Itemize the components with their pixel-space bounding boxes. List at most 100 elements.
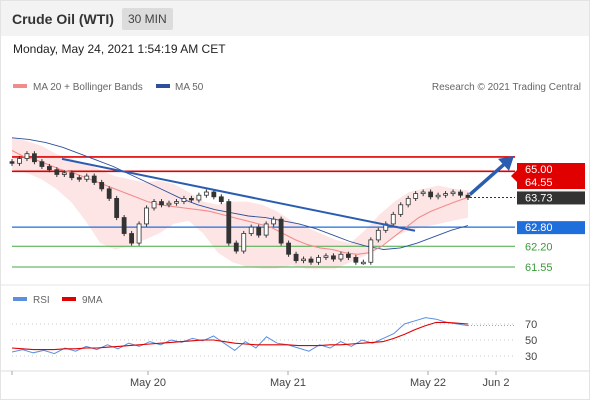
candle-body	[121, 217, 127, 234]
candle-body	[76, 177, 82, 180]
candle-body	[32, 153, 37, 163]
ma50-line	[11, 137, 469, 250]
candle-body	[54, 169, 60, 175]
candle-body	[405, 198, 411, 206]
candle-body	[353, 257, 359, 263]
candle-body	[278, 218, 284, 244]
level-label-64.55: 64.55	[525, 177, 553, 189]
candle-body	[61, 172, 67, 175]
candle-body	[360, 261, 366, 265]
candle-body	[159, 201, 164, 206]
downtrend-line	[61, 157, 416, 232]
candle-body	[46, 166, 52, 171]
candle-body	[271, 218, 277, 225]
candle-body	[226, 201, 232, 244]
ma20-legend-label: MA 20 + Bollinger Bands	[33, 82, 143, 93]
candle-body	[39, 161, 45, 167]
candle-body	[166, 202, 172, 206]
candle-body	[390, 213, 396, 225]
resistance-pointer	[511, 170, 517, 182]
candle-body	[114, 198, 120, 218]
candle-body	[323, 255, 329, 258]
candle-body	[286, 242, 291, 255]
candle-body	[301, 258, 306, 262]
candle-body	[129, 233, 135, 244]
candle-body	[24, 153, 30, 159]
candle-body	[106, 188, 112, 199]
rsi-tick-50: 50	[525, 335, 537, 347]
candle-body	[9, 161, 15, 164]
rsi-panel: 70 50 30	[11, 317, 537, 363]
candle-body	[84, 175, 90, 180]
candle-body	[69, 172, 75, 179]
candle-body	[443, 193, 448, 196]
candle-body	[293, 253, 299, 262]
x-tick-label: Jun 2	[483, 377, 510, 389]
rsi-ma-line	[11, 321, 469, 351]
candle-body	[196, 194, 202, 201]
ma50-legend-swatch	[156, 84, 170, 88]
trend-arrow-head	[498, 155, 514, 171]
timestamp: Monday, May 24, 2021 1:54:19 AM CET	[13, 42, 226, 56]
level-label-box-63.73	[517, 191, 585, 205]
rsi-legend-label: RSI	[33, 295, 50, 306]
candle-body	[189, 198, 194, 201]
candle-body	[263, 223, 269, 236]
candle-body	[233, 242, 239, 252]
candle-body	[398, 204, 404, 215]
copyright: Research © 2021 Trading Central	[432, 82, 581, 93]
chart-header: Crude Oil (WTI) 30 MIN	[1, 1, 589, 36]
trend-arrow-icon	[468, 159, 510, 196]
level-label-62.80: 62.80	[525, 222, 553, 234]
bollinger-band-area	[12, 137, 468, 269]
ma50-legend-label: MA 50	[175, 82, 204, 93]
candle-body	[174, 201, 179, 204]
candlesticks	[9, 151, 471, 265]
x-tick-label: May 21	[270, 377, 306, 389]
candle-body	[316, 257, 321, 263]
x-tick-label: May 22	[410, 377, 446, 389]
level-label-box-64.55	[517, 176, 585, 189]
candle-body	[458, 191, 463, 196]
rsi-tick-70: 70	[525, 319, 537, 331]
candle-body	[420, 191, 426, 195]
x-axis: May 20 May 21 May 22 Jun 2	[1, 370, 589, 389]
candle-body	[368, 239, 374, 263]
candle-body	[413, 193, 419, 199]
bollinger-bands	[12, 137, 468, 269]
candle-body	[345, 253, 351, 258]
candle-body	[136, 223, 142, 244]
candle-body	[465, 194, 471, 198]
level-label-62.20: 62.20	[525, 241, 553, 253]
trendline-group	[61, 155, 514, 232]
level-label-61.55: 61.55	[525, 262, 553, 274]
candle-body	[450, 191, 456, 195]
level-label-65.00: 65.00	[525, 164, 553, 176]
candle-body	[91, 175, 97, 183]
rsi-ma-legend-label: 9MA	[82, 295, 103, 306]
candle-body	[435, 194, 441, 198]
level-label-box-65.00	[517, 163, 585, 176]
candle-body	[308, 258, 314, 263]
candle-body	[211, 191, 217, 198]
candle-body	[99, 182, 105, 190]
ma20-legend-swatch	[13, 84, 27, 88]
candle-body	[151, 201, 157, 209]
rsi-tick-30: 30	[525, 351, 537, 363]
level-lines	[12, 156, 515, 268]
level-label-box-62.80	[517, 221, 585, 235]
candle-body	[375, 229, 381, 241]
candle-body	[203, 191, 209, 196]
candle-body	[17, 158, 22, 164]
x-tick-label: May 20	[130, 377, 166, 389]
candle-body	[144, 207, 149, 225]
candle-body	[218, 196, 224, 202]
level-label-63.73: 63.73	[525, 192, 553, 204]
instrument-title: Crude Oil (WTI)	[12, 11, 114, 27]
candle-body	[338, 253, 344, 260]
rsi-ma-legend-swatch	[62, 297, 76, 301]
candle-body	[331, 255, 336, 260]
timeframe-badge[interactable]: 30 MIN	[122, 8, 173, 30]
